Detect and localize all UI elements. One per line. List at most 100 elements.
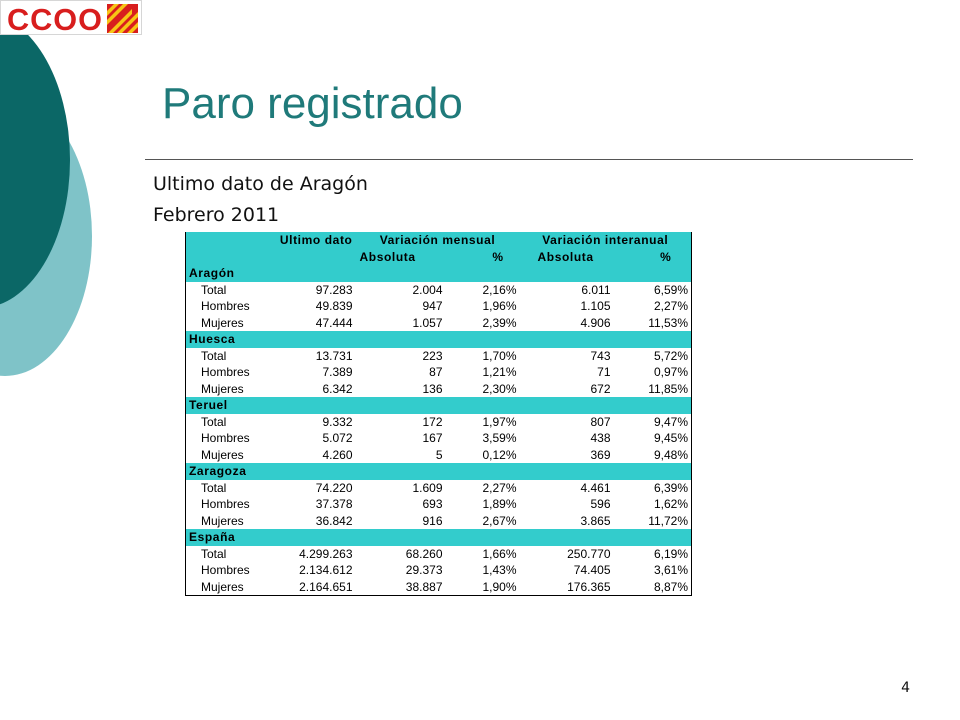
group-row-teruel: Teruel xyxy=(184,397,693,414)
cell-vm-pct: 1,96% xyxy=(445,298,520,315)
row-label: Mujeres xyxy=(185,314,264,331)
subtitle-line-1: Ultimo dato de Aragón xyxy=(153,173,368,195)
table-row: Mujeres 2.164.651 38.887 1,90% 176.365 8… xyxy=(185,578,693,596)
cell-vi-pct: 3,61% xyxy=(613,562,693,579)
group-row-aragon: Aragón xyxy=(184,265,693,282)
cell-vi-pct: 6,19% xyxy=(613,545,693,562)
cell-ultimo: 97.283 xyxy=(263,281,356,298)
cell-ultimo: 4.299.263 xyxy=(263,545,356,562)
table-row: Total 13.731 223 1,70% 743 5,72% xyxy=(185,347,693,364)
row-label: Hombres xyxy=(185,430,264,447)
cell-vi-abs: 743 xyxy=(519,347,614,364)
cell-vm-pct: 1,21% xyxy=(445,364,520,381)
cell-vm-abs: 29.373 xyxy=(355,562,446,579)
row-label: Mujeres xyxy=(185,512,264,529)
cell-ultimo: 36.842 xyxy=(263,512,356,529)
group-row-espana: España xyxy=(184,529,693,546)
cell-vm-pct: 2,67% xyxy=(445,512,520,529)
cell-vi-abs: 250.770 xyxy=(519,545,614,562)
cell-vi-abs: 176.365 xyxy=(519,578,614,596)
cell-vi-pct: 9,48% xyxy=(613,446,693,463)
header-empty-cell xyxy=(185,248,264,265)
row-label: Total xyxy=(185,347,264,364)
table-row: Mujeres 6.342 136 2,30% 672 11,85% xyxy=(185,380,693,397)
cell-vi-abs: 672 xyxy=(519,380,614,397)
cell-vm-pct: 2,39% xyxy=(445,314,520,331)
cell-vi-pct: 0,97% xyxy=(613,364,693,381)
cell-ultimo: 4.260 xyxy=(263,446,356,463)
cell-vm-abs: 223 xyxy=(355,347,446,364)
cell-ultimo: 9.332 xyxy=(263,413,356,430)
header-empty-cell xyxy=(263,248,356,265)
page-number: 4 xyxy=(901,680,910,696)
table-row: Mujeres 4.260 5 0,12% 369 9,48% xyxy=(185,446,693,463)
cell-ultimo: 49.839 xyxy=(263,298,356,315)
table-row: Hombres 7.389 87 1,21% 71 0,97% xyxy=(185,364,693,381)
row-label: Hombres xyxy=(185,496,264,513)
table-row: Hombres 2.134.612 29.373 1,43% 74.405 3,… xyxy=(185,562,693,579)
cell-vm-abs: 5 xyxy=(355,446,446,463)
cell-vi-pct: 2,27% xyxy=(613,298,693,315)
cell-ultimo: 5.072 xyxy=(263,430,356,447)
cell-vi-abs: 807 xyxy=(519,413,614,430)
header-pct-interanual: % xyxy=(613,248,693,265)
cell-vm-pct: 1,66% xyxy=(445,545,520,562)
table-row: Hombres 49.839 947 1,96% 1.105 2,27% xyxy=(185,298,693,315)
cell-ultimo: 74.220 xyxy=(263,479,356,496)
cell-vi-pct: 8,87% xyxy=(613,578,693,596)
cell-vm-pct: 1,43% xyxy=(445,562,520,579)
cell-vi-pct: 5,72% xyxy=(613,347,693,364)
cell-vi-abs: 4.906 xyxy=(519,314,614,331)
cell-vi-abs: 438 xyxy=(519,430,614,447)
cell-ultimo: 2.164.651 xyxy=(263,578,356,596)
row-label: Hombres xyxy=(185,562,264,579)
group-label: Teruel xyxy=(184,397,693,414)
group-label: España xyxy=(184,529,693,546)
row-label: Mujeres xyxy=(185,578,264,596)
group-row-huesca: Huesca xyxy=(184,331,693,348)
cell-vi-abs: 4.461 xyxy=(519,479,614,496)
cell-vm-pct: 1,90% xyxy=(445,578,520,596)
cell-vm-abs: 167 xyxy=(355,430,446,447)
table-row: Mujeres 47.444 1.057 2,39% 4.906 11,53% xyxy=(185,314,693,331)
header-pct-mensual: % xyxy=(445,248,520,265)
cell-vm-pct: 2,30% xyxy=(445,380,520,397)
cell-vm-abs: 693 xyxy=(355,496,446,513)
cell-vi-abs: 74.405 xyxy=(519,562,614,579)
cell-vm-pct: 3,59% xyxy=(445,430,520,447)
cell-vm-abs: 172 xyxy=(355,413,446,430)
cell-vm-pct: 2,27% xyxy=(445,479,520,496)
cell-vi-pct: 11,85% xyxy=(613,380,693,397)
aragon-flag-icon xyxy=(107,4,138,33)
table-row: Hombres 37.378 693 1,89% 596 1,62% xyxy=(185,496,693,513)
cell-vm-abs: 38.887 xyxy=(355,578,446,596)
cell-vm-abs: 1.609 xyxy=(355,479,446,496)
cell-vi-abs: 369 xyxy=(519,446,614,463)
table-row: Total 4.299.263 68.260 1,66% 250.770 6,1… xyxy=(185,545,693,562)
header-variacion-interanual: Variación interanual xyxy=(519,232,693,249)
table-header-row-1: Ultimo dato Variación mensual Variación … xyxy=(185,232,693,249)
header-variacion-mensual: Variación mensual xyxy=(355,232,520,249)
cell-vm-abs: 916 xyxy=(355,512,446,529)
row-label: Total xyxy=(185,413,264,430)
cell-vi-abs: 596 xyxy=(519,496,614,513)
cell-ultimo: 37.378 xyxy=(263,496,356,513)
cell-vi-pct: 9,47% xyxy=(613,413,693,430)
ccoo-logo-graphic: CCOO xyxy=(7,2,138,36)
table-header-row-2: Absoluta % Absoluta % xyxy=(185,248,693,265)
group-label: Zaragoza xyxy=(184,463,693,480)
cell-vi-abs: 3.865 xyxy=(519,512,614,529)
header-absoluta-mensual: Absoluta xyxy=(355,248,446,265)
cell-vm-pct: 1,97% xyxy=(445,413,520,430)
ccoo-logo-text: CCOO xyxy=(7,2,103,36)
cell-vm-abs: 947 xyxy=(355,298,446,315)
cell-ultimo: 47.444 xyxy=(263,314,356,331)
cell-vi-pct: 1,62% xyxy=(613,496,693,513)
header-empty-cell xyxy=(185,232,264,249)
cell-vi-pct: 9,45% xyxy=(613,430,693,447)
row-label: Total xyxy=(185,479,264,496)
dark-teal-oval xyxy=(0,15,70,305)
cell-vi-abs: 1.105 xyxy=(519,298,614,315)
subtitle-line-2: Febrero 2011 xyxy=(153,204,280,226)
unemployment-table: Ultimo dato Variación mensual Variación … xyxy=(184,232,693,596)
